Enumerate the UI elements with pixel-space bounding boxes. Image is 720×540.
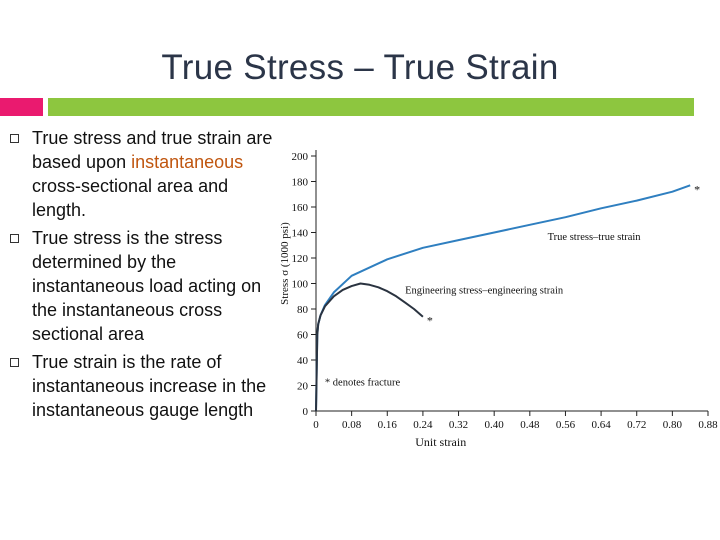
x-tick-label: 0.56: [556, 419, 576, 431]
x-tick-label: 0.16: [378, 419, 398, 431]
engineering-curve-label: Engineering stress–engineering strain: [405, 286, 564, 297]
x-tick-label: 0.32: [449, 419, 468, 431]
fracture-marker: *: [427, 314, 433, 328]
y-tick-label: 80: [297, 304, 309, 316]
square-bullet-icon: [10, 358, 19, 367]
bullet-list: True stress and true strain are based up…: [8, 126, 280, 426]
x-tick-label: 0.72: [627, 419, 646, 431]
pink-accent-bar: [0, 98, 43, 116]
bullet-item: True stress is the stress determined by …: [8, 226, 280, 346]
slide-title: True Stress – True Strain: [161, 48, 559, 87]
bullet-item: True stress and true strain are based up…: [8, 126, 280, 222]
y-tick-label: 140: [292, 228, 309, 240]
y-tick-label: 40: [297, 355, 309, 367]
green-accent-bar: [48, 98, 694, 116]
y-axis-label: Stress σ (1000 psi): [279, 222, 291, 305]
x-tick-label: 0.64: [591, 419, 611, 431]
y-tick-label: 60: [297, 330, 309, 342]
chart-background: [270, 140, 720, 460]
y-tick-label: 160: [292, 202, 309, 214]
bullet-item: True strain is the rate of instantaneous…: [8, 350, 280, 422]
y-tick-label: 120: [292, 253, 309, 265]
bullet-text: True strain is the rate of instantaneous…: [32, 352, 267, 420]
y-tick-label: 100: [292, 279, 309, 291]
bullet-text-end: cross-sectional area and length.: [32, 176, 229, 220]
x-tick-label: 0.24: [413, 419, 433, 431]
y-tick-label: 200: [292, 151, 309, 163]
y-tick-label: 20: [297, 381, 309, 393]
x-axis-label: Unit strain: [415, 435, 466, 449]
engineering-stress-strain-line: [315, 282, 424, 412]
highlighted-term: instantaneous: [131, 152, 244, 172]
square-bullet-icon: [10, 234, 19, 243]
x-tick-label: 0.48: [520, 419, 540, 431]
x-tick-label: 0.40: [485, 419, 505, 431]
y-tick-label: 0: [303, 406, 309, 418]
x-tick-label: 0.08: [342, 419, 362, 431]
square-bullet-icon: [10, 134, 19, 143]
bullet-text: True stress and true strain are based up…: [32, 128, 273, 172]
bullet-text: True stress is the stress determined by …: [32, 228, 262, 344]
stress-strain-chart: 0 20 40 60 80 100 120 140 160 180 200 0 0.08 0.16 0.24…: [270, 140, 720, 460]
x-tick-label: 0: [313, 419, 319, 431]
y-tick-label: 180: [292, 177, 309, 189]
fracture-legend-text: * denotes fracture: [325, 378, 401, 389]
x-tick-label: 0.80: [663, 419, 683, 431]
x-tick-label: 0.88: [698, 419, 718, 431]
fracture-marker: *: [694, 182, 700, 196]
true-curve-label: True stress–true strain: [548, 232, 642, 243]
